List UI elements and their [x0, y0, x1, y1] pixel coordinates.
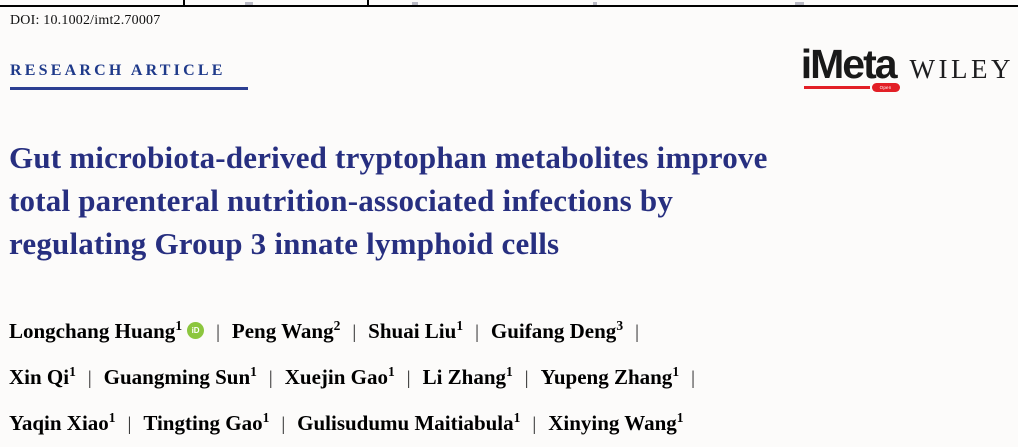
author: Peng Wang2	[232, 319, 340, 343]
author-name: Xin Qi	[9, 365, 70, 389]
author-separator: |	[635, 322, 639, 343]
article-title: Gut microbiota-derived tryptophan metabo…	[9, 136, 869, 265]
author: Yupeng Zhang1	[541, 365, 679, 389]
author: Xuejin Gao1	[285, 365, 395, 389]
author: Guifang Deng3	[491, 319, 623, 343]
author: Tingting Gao1	[143, 411, 269, 435]
author-separator: |	[406, 368, 411, 389]
author-affiliation-superscript: 1	[388, 364, 395, 379]
title-line: Gut microbiota-derived tryptophan metabo…	[9, 140, 768, 175]
author: Longchang Huang1 iD	[9, 318, 205, 343]
wiley-logo: WILEY	[909, 54, 1014, 84]
author-name: Yupeng Zhang	[540, 365, 673, 389]
author: Xinying Wang1	[548, 411, 683, 435]
author-list: Longchang Huang1 iD | Peng Wang2 | Shuai Liu1…	[9, 309, 1009, 447]
title-line: regulating Group 3 innate lymphoid cells	[9, 226, 560, 261]
author-name: Tingting Gao	[143, 411, 263, 435]
author-separator: |	[87, 368, 92, 389]
author-affiliation-superscript: 1	[175, 318, 183, 333]
author-name: Longchang Huang	[9, 319, 176, 343]
author-name: Shuai Liu	[368, 319, 457, 343]
open-access-badge: Open Access	[871, 83, 900, 92]
author: Yaqin Xiao1	[9, 411, 116, 435]
cropped-text-fragment	[795, 2, 804, 5]
author-affiliation-superscript: 1	[108, 410, 116, 425]
author-name: Li Zhang	[422, 365, 507, 389]
author-affiliation-superscript: 1	[456, 318, 464, 333]
author-name: Xinying Wang	[548, 411, 677, 435]
author-affiliation-superscript: 1	[250, 364, 257, 379]
cropped-text-fragment	[245, 2, 253, 5]
author-separator: |	[475, 322, 479, 343]
orcid-icon[interactable]: iD	[187, 322, 205, 339]
imeta-logo-text: iMeta	[800, 41, 898, 87]
imeta-logo: iMeta Open Access	[800, 41, 900, 92]
author: Guangming Sun1	[104, 365, 257, 389]
author-separator: |	[524, 368, 529, 389]
author-name: Gulisudumu Maitiabula	[297, 411, 514, 435]
author-name: Yaqin Xiao	[9, 411, 109, 435]
article-type-underline	[10, 87, 248, 90]
article-type-label: RESEARCH ARTICLE	[10, 62, 226, 79]
author-name: Xuejin Gao	[284, 365, 388, 389]
author-separator: |	[216, 322, 220, 343]
table-divider-tick	[367, 0, 369, 5]
author-affiliation-superscript: 1	[676, 410, 684, 425]
doi-text: DOI: 10.1002/imt2.70007	[10, 13, 161, 28]
author-affiliation-superscript: 3	[616, 318, 624, 333]
author-name: Guifang Deng	[490, 319, 617, 343]
author-affiliation-superscript: 1	[69, 364, 76, 379]
author-affiliation-superscript: 1	[513, 410, 521, 425]
author-name: Peng Wang	[231, 319, 334, 343]
author-separator: |	[281, 414, 286, 435]
author: Shuai Liu1	[368, 319, 463, 343]
author: Gulisudumu Maitiabula1	[297, 411, 520, 435]
author-name: Guangming Sun	[103, 365, 251, 389]
author-separator: |	[352, 322, 357, 343]
author-separator: |	[268, 368, 273, 389]
table-divider-tick	[183, 0, 185, 5]
top-horizontal-rule	[0, 5, 1018, 7]
author: Li Zhang1	[423, 365, 513, 389]
author-affiliation-superscript: 2	[333, 318, 341, 333]
cropped-text-fragment	[412, 2, 418, 5]
author-affiliation-superscript: 1	[262, 410, 270, 425]
author-affiliation-superscript: 1	[506, 364, 513, 379]
imeta-logo-underline	[803, 86, 870, 89]
cropped-text-fragment	[593, 2, 597, 5]
author-separator: |	[691, 368, 695, 389]
author: Xin Qi1	[9, 365, 76, 389]
title-line: total parenteral nutrition-associated in…	[9, 183, 674, 218]
journal-branding: iMeta Open Access WILEY	[800, 41, 1014, 92]
author-separator: |	[532, 414, 537, 435]
author-affiliation-superscript: 1	[672, 364, 680, 379]
author-separator: |	[127, 414, 132, 435]
